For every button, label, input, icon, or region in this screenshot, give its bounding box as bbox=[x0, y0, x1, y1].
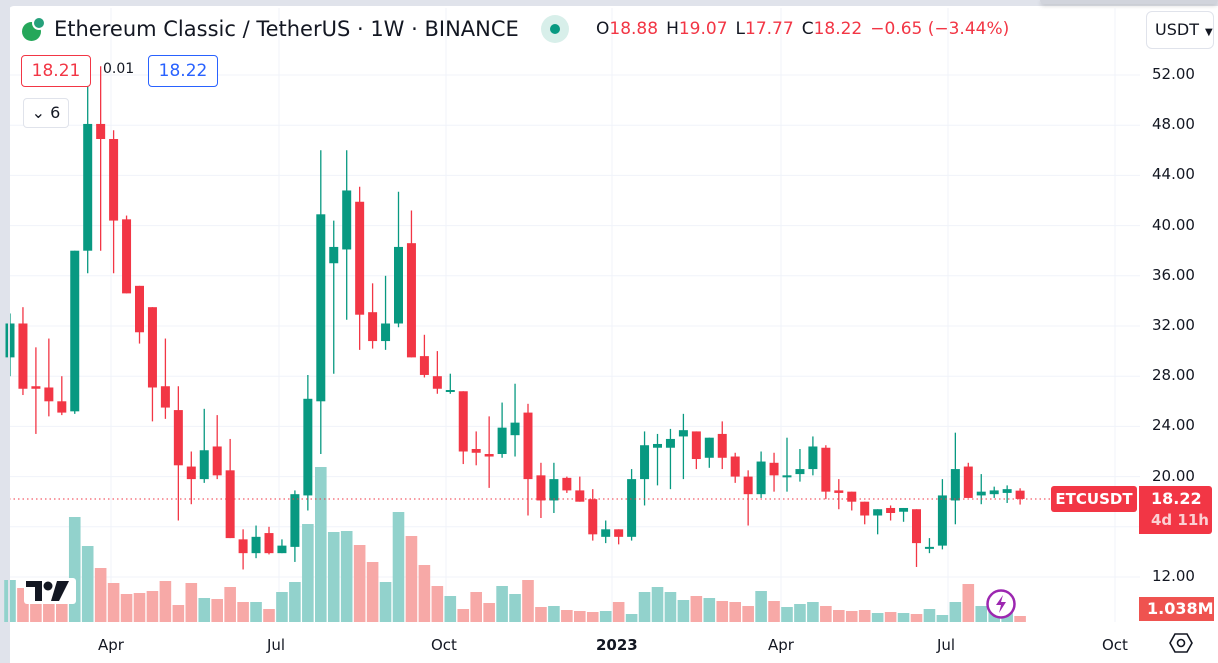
time-tick: Oct bbox=[431, 636, 457, 654]
ohlc-values: O18.88 H19.07 L17.77 C18.22 −0.65 (−3.44%) bbox=[596, 19, 1009, 39]
buy-button[interactable]: 18.22 bbox=[148, 55, 218, 87]
last-price-value: 18.22 bbox=[1151, 489, 1202, 508]
time-tick: Jul bbox=[267, 636, 286, 654]
low-label: L bbox=[735, 19, 746, 39]
high-label: H bbox=[666, 19, 679, 39]
tradingview-logo-icon[interactable] bbox=[24, 578, 76, 604]
chart-frame bbox=[8, 6, 1218, 663]
price-tick: 36.00 bbox=[1152, 265, 1195, 284]
price-tick: 32.00 bbox=[1152, 316, 1195, 334]
price-tick: 24.00 bbox=[1152, 416, 1195, 435]
low-value: 17.77 bbox=[745, 19, 794, 39]
chevron-down-icon: ⌄ bbox=[31, 103, 46, 122]
time-tick: Apr bbox=[768, 636, 794, 654]
symbol-price-tag: ETCUSDT bbox=[1051, 486, 1137, 512]
price-tick: 20.00 bbox=[1152, 466, 1195, 485]
high-value: 19.07 bbox=[678, 19, 728, 39]
time-tick: Apr bbox=[98, 636, 124, 654]
currency-value: USDT bbox=[1155, 20, 1199, 39]
spread-value: 0.01 bbox=[103, 61, 135, 77]
time-tick: 2023 bbox=[596, 636, 638, 654]
top-shade bbox=[1040, 0, 1218, 4]
price-tick: 12.00 bbox=[1152, 567, 1195, 585]
close-value: 18.22 bbox=[813, 19, 863, 39]
open-value: 18.88 bbox=[609, 19, 659, 39]
close-label: C bbox=[801, 19, 814, 39]
price-tick: 28.00 bbox=[1152, 366, 1195, 385]
price-tick: 44.00 bbox=[1152, 165, 1195, 184]
time-tick: Oct bbox=[1102, 636, 1128, 654]
change-value: −0.65 (−3.44%) bbox=[870, 19, 1010, 39]
indicators-count: 6 bbox=[50, 103, 61, 122]
price-tick: 40.00 bbox=[1152, 215, 1195, 234]
last-price-tag: 18.22 4d 11h bbox=[1139, 486, 1212, 534]
currency-select[interactable]: USDT ▼ bbox=[1146, 11, 1214, 49]
open-label: O bbox=[596, 19, 610, 39]
etc-usdt-icon bbox=[22, 16, 48, 42]
chevron-down-icon: ▼ bbox=[1204, 27, 1213, 38]
settings-icon[interactable] bbox=[1168, 630, 1194, 656]
chart-title[interactable]: Ethereum Classic / TetherUS · 1W · BINAN… bbox=[54, 17, 519, 41]
price-tick: 48.00 bbox=[1152, 115, 1195, 134]
lightning-icon[interactable] bbox=[985, 588, 1017, 620]
market-open-dot-icon bbox=[540, 15, 569, 43]
sell-button[interactable]: 18.21 bbox=[21, 55, 91, 87]
price-tick: 52.00 bbox=[1152, 65, 1195, 83]
indicators-toggle-button[interactable]: ⌄ 6 bbox=[23, 98, 69, 128]
time-tick: Jul bbox=[937, 636, 956, 654]
volume-tag: 1.038M bbox=[1139, 597, 1214, 621]
chart-legend: Ethereum Classic / TetherUS · 1W · BINAN… bbox=[22, 14, 569, 44]
bar-countdown: 4d 11h bbox=[1151, 511, 1209, 529]
